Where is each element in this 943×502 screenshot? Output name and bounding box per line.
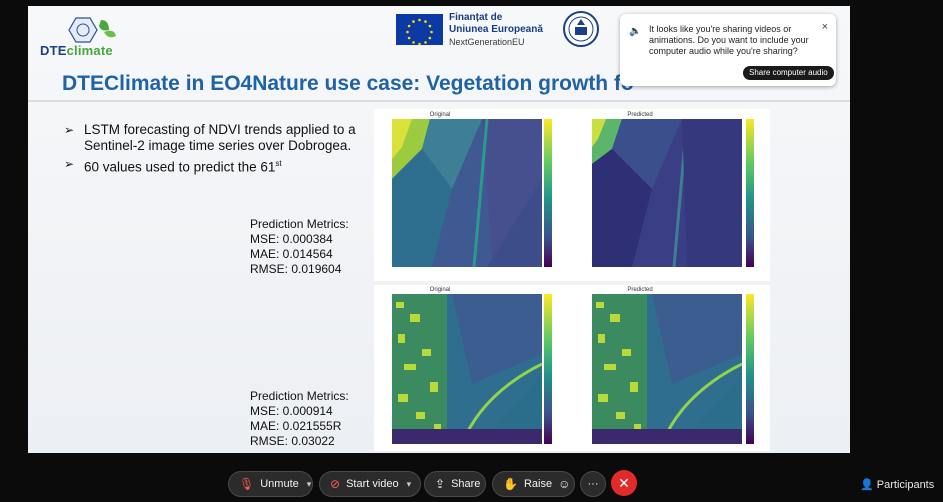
- bullet-superscript: st: [275, 159, 282, 168]
- bullet-arrow-icon: ➢: [64, 123, 75, 137]
- more-options-button[interactable]: ···: [580, 471, 606, 497]
- close-icon: ✕: [618, 475, 630, 491]
- video-off-icon: ⊘: [330, 477, 341, 491]
- ndvi-map-original-bottom: [392, 294, 542, 444]
- ndvi-map-original-top: [392, 119, 542, 267]
- government-seal-icon: [563, 11, 599, 47]
- title-divider: [28, 100, 850, 102]
- eu-line-1: Finanțat de: [449, 12, 503, 23]
- start-video-label: Start video: [346, 478, 399, 490]
- meeting-control-bar: 🎙 Unmute ▾ ⊘ Start video ▾ ⇪ Share ✋ Rai…: [0, 466, 943, 502]
- metrics-top: Prediction Metrics: MSE: 0.000384 MAE: 0…: [250, 217, 349, 277]
- metrics-bottom: Prediction Metrics: MSE: 0.000914 MAE: 0…: [250, 389, 349, 449]
- plot-title-predicted: Predicted: [627, 112, 653, 118]
- ndvi-figure-top: Original Predicted: [374, 109, 770, 281]
- hand-icon: ✋: [503, 477, 518, 491]
- ndvi-figure-bottom: Original Predicted: [374, 285, 770, 451]
- logo-text-dte: DTE: [40, 43, 67, 58]
- metric-mae: MAE: 0.014564: [250, 247, 333, 261]
- logo-text-climate: climate: [66, 43, 113, 58]
- slide-title: DTEClimate in EO4Nature use case: Vegeta…: [62, 72, 634, 95]
- bullet-arrow-icon: ➢: [64, 157, 75, 171]
- bullet-item: ➢ 60 values used to predict the 61st: [64, 156, 364, 176]
- share-button[interactable]: ⇪ Share: [424, 471, 486, 497]
- more-icon: ···: [587, 478, 599, 490]
- plot-title-predicted: Predicted: [627, 287, 653, 293]
- metric-mse: MSE: 0.000384: [250, 232, 333, 246]
- metric-mae: MAE: 0.021555R: [250, 419, 342, 433]
- colorbar-predicted-top: [746, 119, 754, 267]
- bullet-text: LSTM forecasting of NDVI trends applied …: [84, 122, 356, 153]
- plot-title-original: Original: [429, 112, 451, 118]
- colorbar-predicted-bottom: [746, 294, 754, 444]
- metric-mse: MSE: 0.000914: [250, 404, 333, 418]
- metric-rmse: RMSE: 0.03022: [250, 434, 335, 448]
- ndvi-map-predicted-bottom: [592, 294, 742, 444]
- muted-microphone-icon: 🎙: [239, 477, 255, 491]
- unmute-button[interactable]: 🎙 Unmute ▾: [228, 471, 313, 497]
- eu-line-3: NextGenerationEU: [449, 37, 525, 47]
- colorbar-original-top: [544, 119, 552, 267]
- share-label: Share: [451, 478, 481, 490]
- colorbar-original-bottom: [544, 294, 552, 444]
- metric-rmse: RMSE: 0.019604: [250, 262, 342, 276]
- eu-flag-icon: [396, 14, 443, 45]
- eu-line-2: Uniunea Europeană: [449, 24, 543, 35]
- dteclimate-logo: [68, 17, 116, 43]
- ndvi-map-predicted-top: [592, 119, 742, 267]
- participants-icon: 👤: [860, 479, 874, 491]
- share-computer-audio-button[interactable]: Share computer audio: [743, 66, 834, 80]
- bullet-list: ➢ LSTM forecasting of NDVI trends applie…: [64, 122, 364, 178]
- plot-title-original: Original: [429, 287, 451, 293]
- share-audio-notification: 🔈 It looks like you're sharing videos or…: [620, 14, 836, 86]
- participants-button[interactable]: 👤 Participants: [860, 478, 934, 491]
- bullet-text: 60 values used to predict the 61: [84, 159, 276, 175]
- raise-label: Raise: [523, 478, 553, 490]
- bullet-item: ➢ LSTM forecasting of NDVI trends applie…: [64, 122, 364, 154]
- eu-funding-label: Finanțat de Uniunea Europeană NextGenera…: [449, 12, 543, 48]
- reactions-icon[interactable]: ☺: [558, 477, 571, 491]
- metrics-heading: Prediction Metrics:: [250, 217, 349, 231]
- start-video-button[interactable]: ⊘ Start video ▾: [319, 471, 421, 497]
- close-icon[interactable]: ×: [821, 21, 828, 33]
- metrics-heading: Prediction Metrics:: [250, 389, 349, 403]
- share-screen-icon: ⇪: [435, 477, 446, 491]
- raise-hand-button[interactable]: ✋ Raise ☺: [492, 471, 575, 497]
- unmute-label: Unmute: [260, 478, 299, 490]
- participants-label: Participants: [876, 479, 935, 491]
- chevron-down-icon[interactable]: ▾: [306, 478, 312, 489]
- chevron-down-icon[interactable]: ▾: [406, 478, 412, 489]
- speaker-icon: 🔈: [629, 26, 642, 37]
- logo-text: DTEclimate: [40, 43, 113, 58]
- end-call-button[interactable]: ✕: [611, 470, 637, 496]
- notification-message: It looks like you're sharing videos or a…: [649, 24, 809, 56]
